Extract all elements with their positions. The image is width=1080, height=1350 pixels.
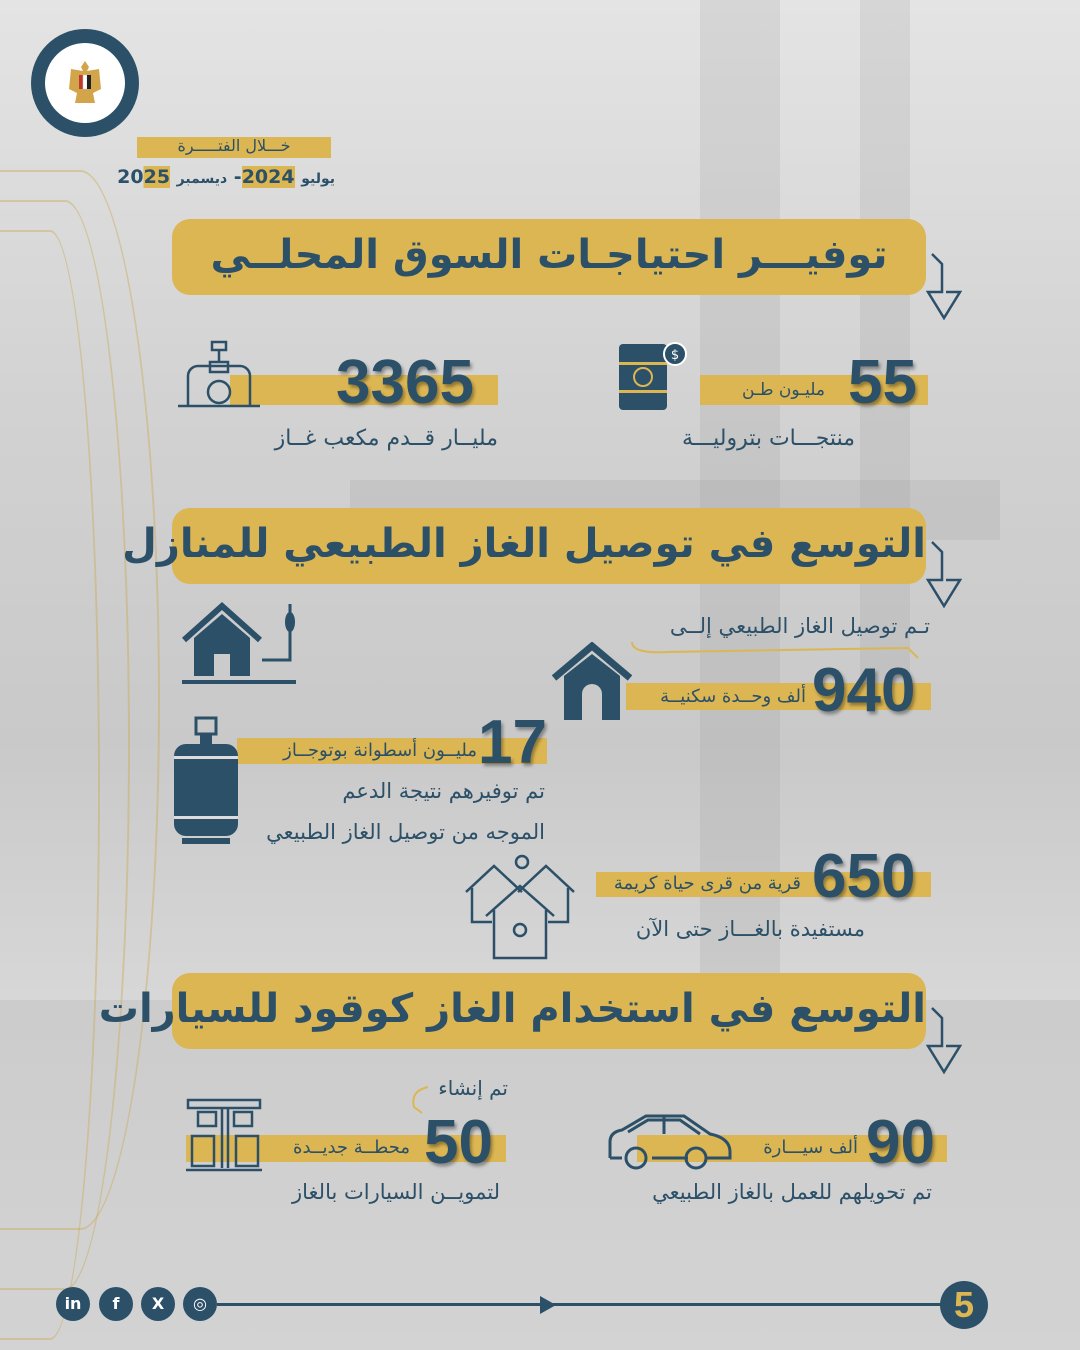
stat-intro: تـم توصيل الغاز الطبيعي إلــى (669, 614, 930, 638)
ministry-logo (31, 29, 139, 137)
decorative-arc (0, 230, 100, 1340)
stat-value-17: 17 (478, 708, 547, 777)
house-icon (552, 642, 632, 720)
stat-intro: تم إنشاء (438, 1076, 508, 1100)
to-year: 2025 (117, 166, 171, 188)
section-2-heading: التوسع في توصيل الغاز الطبيعي للمنازل (122, 508, 926, 584)
curved-arrow-icon (412, 1086, 429, 1114)
x-icon[interactable]: X (141, 1287, 175, 1321)
stat-caption: تم تحويلهم للعمل بالغاز الطبيعي (652, 1180, 932, 1204)
period-range: يوليو 2024- ديسمبر 2025 (117, 166, 335, 188)
to-month: ديسمبر (176, 171, 228, 187)
from-month: يوليو (301, 171, 335, 187)
house-gas-connection-icon (181, 601, 296, 684)
stat-value-50: 50 (424, 1108, 493, 1177)
separator: - (233, 166, 242, 188)
svg-text:$: $ (671, 348, 679, 363)
stat-bar (596, 872, 931, 897)
play-arrow-icon (540, 1296, 556, 1314)
footer-line (217, 1303, 943, 1306)
sea-background (0, 1000, 1080, 1350)
stat-value-3365: 3365 (336, 348, 474, 417)
period-label-bar (137, 137, 331, 158)
gas-station-icon (186, 1098, 262, 1172)
stat-caption: منتجـــات بتروليـــة (681, 426, 855, 451)
period-label: خـــلال الفتـــــرة (177, 136, 291, 155)
gas-cylinder-icon (174, 716, 238, 844)
page-number: 5 (940, 1281, 988, 1329)
down-arrow-icon (925, 1007, 963, 1075)
stat-bar (186, 1135, 506, 1162)
facebook-icon[interactable]: f (99, 1287, 133, 1321)
stat-bar (700, 375, 928, 405)
curved-arrow-icon (631, 641, 919, 659)
down-arrow-icon (925, 541, 963, 609)
stat-value-650: 650 (812, 842, 916, 911)
section-3-heading: التوسع في استخدام الغاز كوقود للسيارات (99, 973, 926, 1049)
stat-bar (237, 738, 547, 764)
oil-barrel-dollar-icon: $ (619, 342, 687, 410)
stat-value-55: 55 (848, 348, 917, 417)
stat-unit: قرية من قرى حياة كريمة (613, 873, 801, 894)
stat-caption: مستفيدة بالغـــاز حتى الآن (635, 917, 865, 941)
stat-value-940: 940 (812, 656, 916, 725)
from-year: 2024 (241, 166, 295, 188)
eagle-emblem-icon (69, 61, 101, 103)
down-arrow-icon (925, 253, 963, 321)
stat-caption: لتمويــن السيارات بالغاز (292, 1180, 500, 1204)
car-icon (608, 1114, 732, 1170)
rig-tower-background (700, 0, 780, 1000)
stat-unit: ألف وحــدة سكنيــة (660, 686, 806, 707)
stat-bar (230, 375, 498, 405)
stat-caption: تم توفيرهم نتيجة الدعم (342, 779, 545, 803)
section-1-heading: توفيـــر احتياجـات السوق المحلــي (172, 219, 926, 295)
stat-unit: ألف سيـــارة (763, 1137, 858, 1158)
village-houses-icon (465, 854, 575, 960)
stat-caption: الموجه من توصيل الغاز الطبيعي (266, 820, 545, 844)
stat-bar (626, 683, 931, 710)
stat-caption: مليــار قــدم مكعب غــاز (274, 426, 498, 451)
gas-valve-icon (178, 340, 260, 408)
stat-bar (637, 1135, 947, 1162)
instagram-icon[interactable]: ◎ (183, 1287, 217, 1321)
stat-value-90: 90 (866, 1108, 935, 1177)
linkedin-icon[interactable]: in (56, 1287, 90, 1321)
stat-unit: محطــة جديــدة (293, 1137, 410, 1158)
stat-unit: مليـون طـن (742, 380, 825, 400)
stat-unit: مليــون أسطوانة بوتوجــاز (283, 740, 477, 761)
